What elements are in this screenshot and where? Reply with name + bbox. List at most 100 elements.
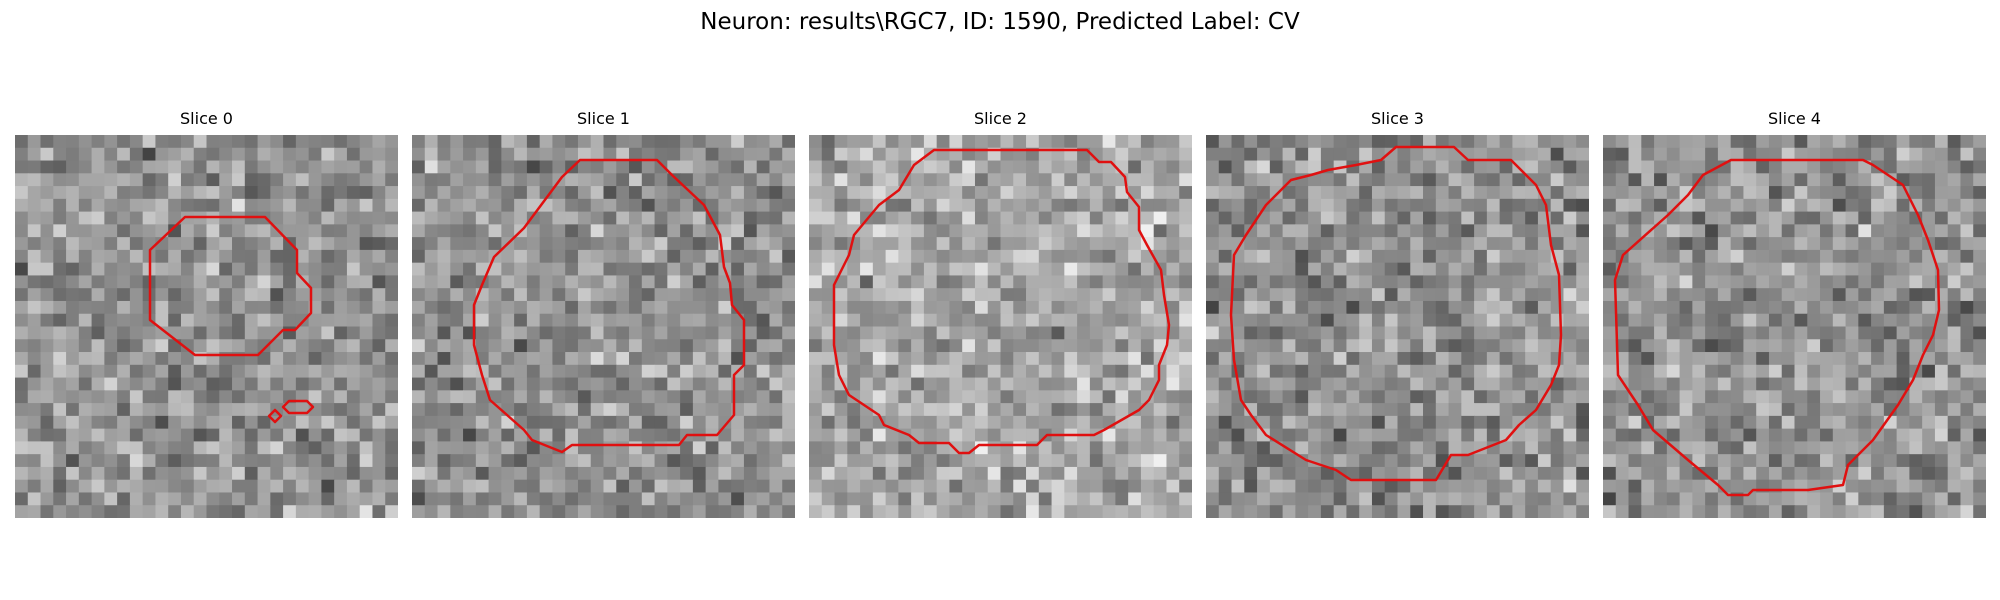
pixel <box>1064 492 1078 506</box>
pixel <box>743 352 758 366</box>
pixel <box>1563 415 1577 430</box>
pixel <box>1384 505 1399 518</box>
pixel <box>244 275 259 289</box>
pixel <box>321 505 335 518</box>
pixel <box>180 390 195 404</box>
pixel <box>821 326 836 340</box>
pixel <box>1359 454 1373 468</box>
pixel <box>911 135 925 149</box>
pixel <box>1845 428 1859 442</box>
pixel <box>667 135 681 149</box>
pixel <box>1883 262 1898 277</box>
pixel <box>180 505 195 518</box>
pixel <box>334 300 348 315</box>
pixel <box>782 173 795 187</box>
pixel <box>1820 326 1834 340</box>
pixel <box>91 326 105 340</box>
pixel <box>346 300 361 315</box>
pixel <box>1295 403 1309 417</box>
pixel <box>590 249 605 264</box>
pixel <box>885 326 899 340</box>
pixel <box>667 390 681 404</box>
pixel <box>1064 454 1078 468</box>
pixel <box>27 364 42 379</box>
pixel <box>1333 147 1348 162</box>
pixel <box>463 237 477 251</box>
pixel <box>295 466 310 481</box>
pixel <box>718 364 732 379</box>
pixel <box>1308 339 1322 353</box>
pixel <box>91 466 105 481</box>
pixel <box>412 479 426 494</box>
pixel <box>488 135 502 149</box>
pixel <box>104 492 118 506</box>
pixel <box>501 160 515 174</box>
pixel <box>1320 135 1335 149</box>
pixel <box>834 300 848 315</box>
pixel <box>603 147 617 162</box>
pixel <box>244 249 259 264</box>
pixel <box>1858 288 1872 302</box>
pixel <box>66 352 80 366</box>
pixel <box>526 505 541 518</box>
pixel <box>577 262 592 277</box>
pixel <box>117 326 131 340</box>
pixel <box>1525 160 1539 174</box>
pixel <box>834 173 848 187</box>
pixel <box>1768 326 1783 340</box>
pixel <box>1295 198 1309 213</box>
pixel <box>53 441 67 455</box>
pixel <box>1909 441 1923 455</box>
pixel <box>872 313 887 328</box>
pixel <box>1525 313 1539 328</box>
pixel <box>769 479 783 494</box>
pixel <box>1756 377 1770 391</box>
pixel <box>577 249 592 264</box>
pixel <box>1102 492 1116 506</box>
pixel <box>1346 300 1360 315</box>
pixel <box>1537 479 1552 494</box>
pixel <box>168 237 182 251</box>
pixel <box>1973 326 1986 340</box>
pixel <box>53 135 67 149</box>
pixel <box>629 211 643 225</box>
pixel <box>437 352 451 366</box>
pixel <box>1346 454 1360 468</box>
pixel <box>885 339 899 353</box>
pixel <box>129 339 144 353</box>
pixel <box>1756 211 1770 225</box>
pixel <box>1397 390 1411 404</box>
pixel <box>1730 211 1745 225</box>
pixel <box>923 326 938 340</box>
pixel <box>53 313 67 328</box>
pixel <box>1807 428 1821 442</box>
pixel <box>295 377 310 391</box>
pixel <box>809 428 823 442</box>
pixel <box>488 313 502 328</box>
pixel <box>1282 249 1296 264</box>
pixel <box>463 173 477 187</box>
pixel <box>359 173 374 187</box>
pixel <box>821 479 836 494</box>
pixel <box>1115 364 1129 379</box>
pixel <box>1730 262 1745 277</box>
pixel <box>782 300 795 315</box>
pixel <box>1563 160 1577 174</box>
pixel <box>526 441 541 455</box>
pixel <box>1922 262 1936 277</box>
pixel <box>1832 415 1847 430</box>
pixel <box>501 198 515 213</box>
pixel <box>308 479 322 494</box>
pixel <box>1089 224 1104 238</box>
pixel <box>15 275 29 289</box>
pixel <box>987 479 1002 494</box>
pixel <box>1051 505 1065 518</box>
pixel <box>78 403 93 417</box>
pixel <box>1115 479 1129 494</box>
pixel <box>1794 339 1808 353</box>
pixel <box>911 454 925 468</box>
pixel <box>488 352 502 366</box>
pixel <box>590 352 605 366</box>
pixel <box>1743 352 1757 366</box>
pixel <box>1781 224 1796 238</box>
